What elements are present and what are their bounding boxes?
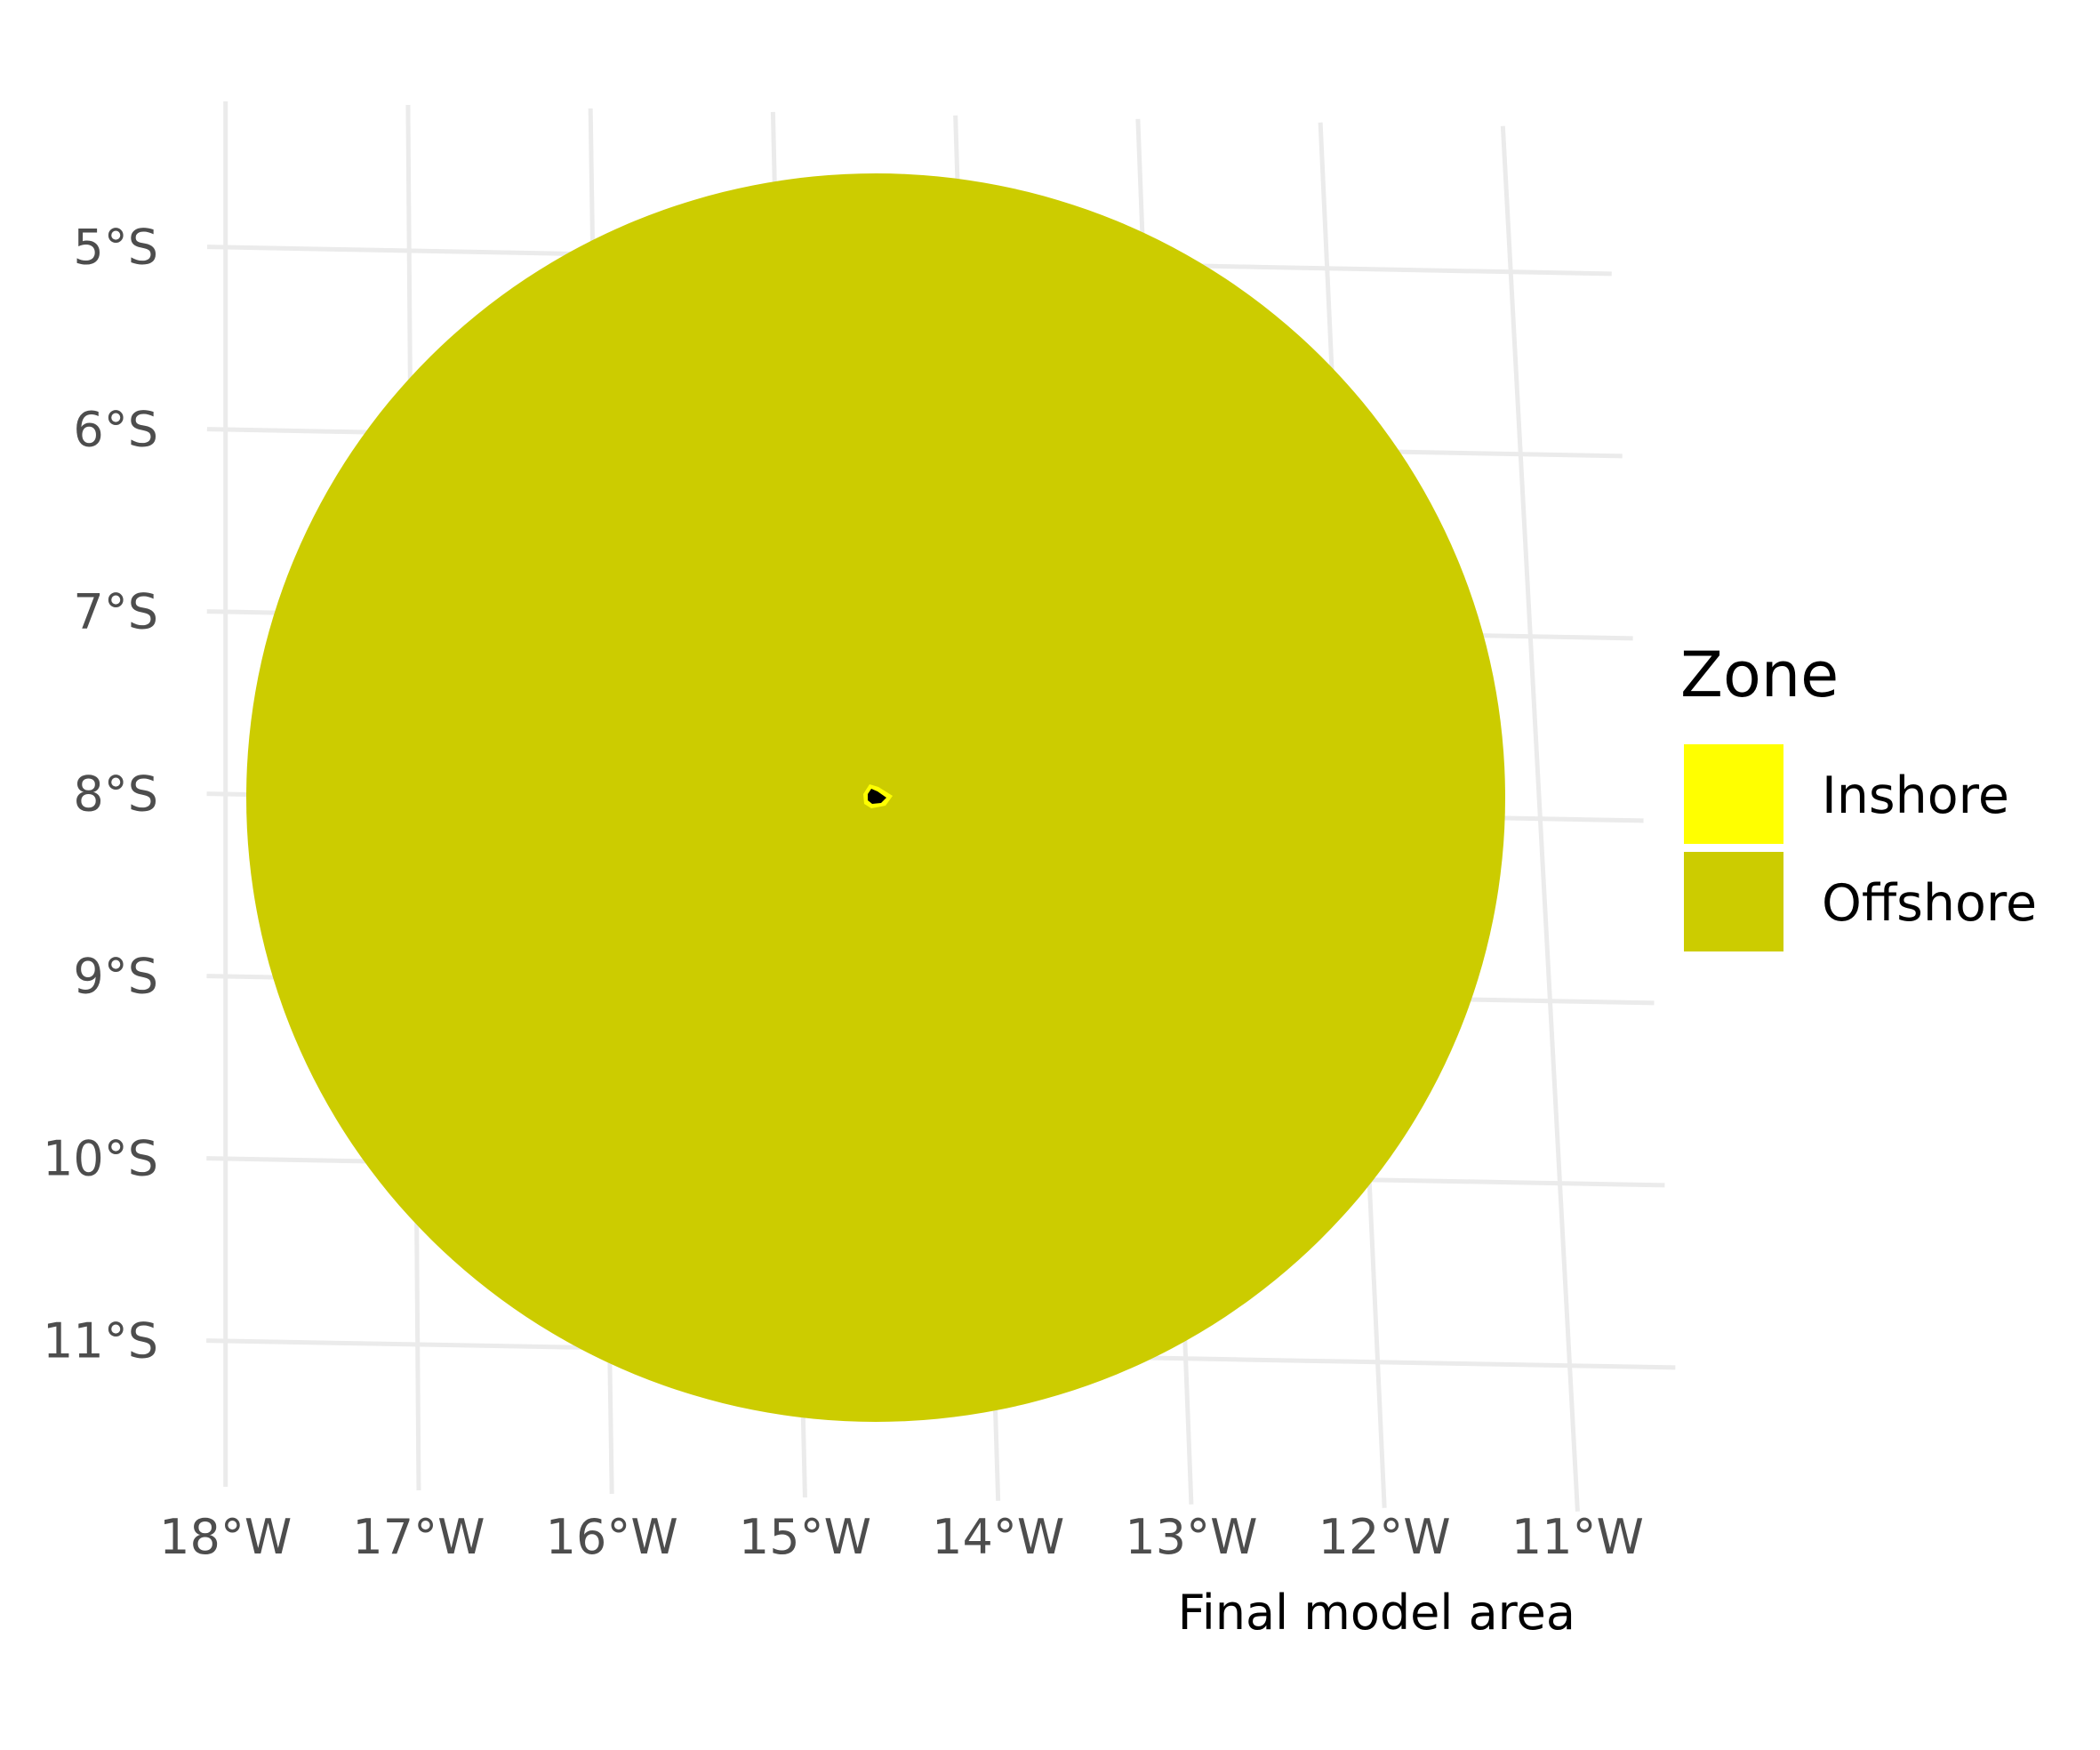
y-tick-label: 8°S bbox=[73, 767, 158, 823]
x-tick-label: 11°W bbox=[1511, 1509, 1644, 1565]
y-tick-label: 5°S bbox=[73, 220, 158, 276]
y-tick-label: 10°S bbox=[43, 1131, 158, 1187]
y-axis-tick-labels: 5°S 6°S 7°S 8°S 9°S 10°S 11°S bbox=[43, 220, 158, 1369]
island-landmass bbox=[868, 789, 886, 804]
x-tick-label: 17°W bbox=[352, 1509, 485, 1565]
island-inshore-zone bbox=[863, 784, 893, 808]
x-axis-tick-labels: 18°W 17°W 16°W 15°W 14°W 13°W 12°W 11°W bbox=[159, 1509, 1644, 1565]
zone-legend: Zone Inshore Offshore bbox=[1680, 638, 2037, 951]
y-tick-label: 9°S bbox=[73, 949, 158, 1005]
legend-swatch-inshore bbox=[1684, 744, 1783, 844]
legend-label-inshore: Inshore bbox=[1822, 767, 2009, 825]
legend-title: Zone bbox=[1680, 638, 1839, 711]
y-tick-label: 6°S bbox=[73, 402, 158, 458]
x-tick-label: 13°W bbox=[1125, 1509, 1257, 1565]
legend-label-offshore: Offshore bbox=[1822, 874, 2037, 933]
y-tick-label: 11°S bbox=[43, 1313, 158, 1369]
x-tick-label: 18°W bbox=[159, 1509, 292, 1565]
x-tick-label: 14°W bbox=[932, 1509, 1064, 1565]
x-tick-label: 15°W bbox=[739, 1509, 871, 1565]
y-tick-label: 7°S bbox=[73, 584, 158, 640]
x-tick-label: 12°W bbox=[1319, 1509, 1451, 1565]
map-caption: Final model area bbox=[1178, 1585, 1575, 1641]
x-tick-label: 16°W bbox=[546, 1509, 678, 1565]
legend-swatch-offshore bbox=[1684, 852, 1783, 951]
